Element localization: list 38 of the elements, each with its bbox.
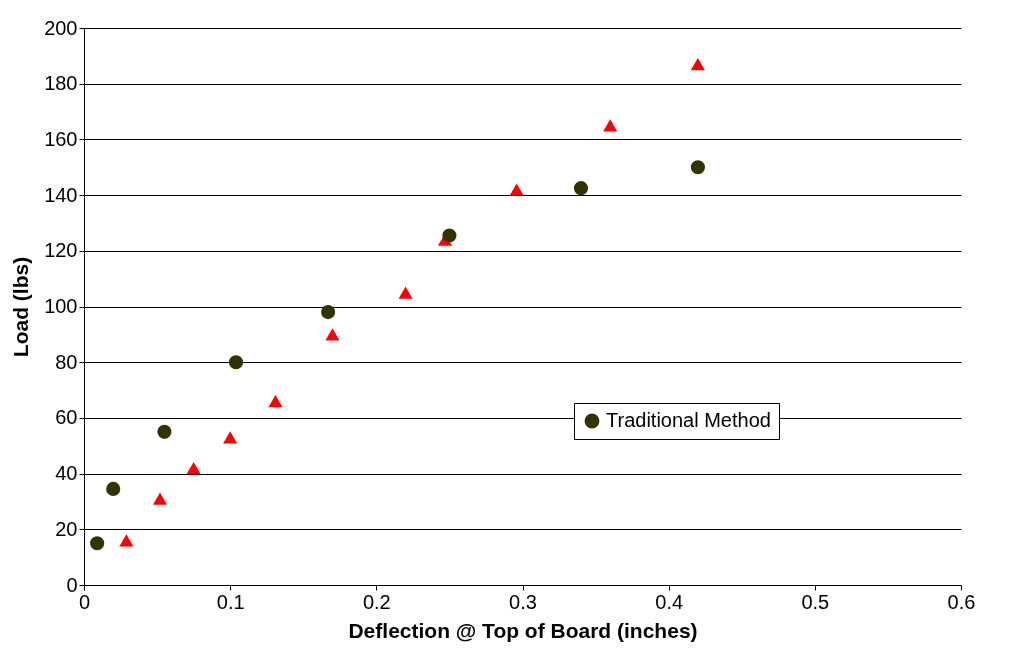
x-tick-label: 0.1: [216, 590, 245, 613]
y-tick-label: 200: [44, 16, 78, 39]
y-tick-label: 180: [44, 72, 78, 95]
x-tick-label: 0.5: [801, 590, 830, 613]
point: [509, 183, 524, 196]
point: [119, 534, 134, 547]
legend-label: Traditional Method: [606, 409, 771, 431]
x-tick-label: 0.2: [362, 590, 391, 613]
x-tick-label: 0.4: [655, 590, 684, 613]
point: [690, 58, 705, 71]
x-tick-label: 0.3: [509, 590, 537, 613]
y-tick-label: 160: [44, 127, 78, 150]
y-tick-label: 20: [55, 517, 78, 540]
y-tick-label: 80: [55, 350, 78, 373]
point: [268, 395, 283, 408]
x-tick-label: 0.6: [947, 590, 976, 613]
y-tick-label: 0: [66, 573, 78, 596]
y-tick-label: 100: [44, 295, 78, 317]
point: [152, 492, 168, 505]
point: [398, 286, 413, 299]
point: [90, 536, 105, 551]
point: [442, 228, 457, 243]
point: [186, 461, 201, 475]
y-axis-title: Load (lbs): [9, 256, 33, 358]
point: [223, 431, 238, 444]
point: [228, 355, 244, 370]
point: [573, 181, 589, 196]
y-tick-label: 120: [44, 239, 78, 262]
point: [106, 481, 121, 496]
x-axis-title: Deflection @ Top of Board (inches): [348, 618, 698, 642]
point: [157, 424, 172, 439]
point: [603, 119, 618, 132]
point: [325, 328, 340, 341]
point: [321, 305, 336, 320]
y-tick-label: 60: [55, 406, 78, 429]
y-tick-label: 140: [44, 183, 78, 206]
point: [690, 160, 705, 175]
y-tick-label: 40: [55, 462, 78, 485]
